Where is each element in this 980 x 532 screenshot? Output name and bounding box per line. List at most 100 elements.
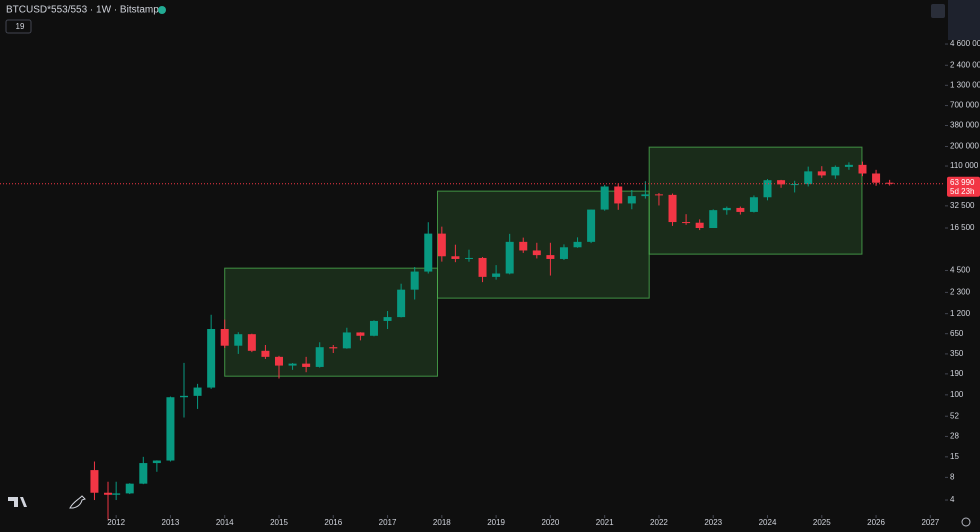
y-tick-label: 4: [950, 495, 955, 504]
y-tick-label: 200 000: [950, 142, 979, 151]
candle-body: [247, 334, 256, 351]
candle-body: [695, 222, 704, 229]
candle-body: [302, 363, 311, 367]
candle-body: [654, 194, 663, 196]
y-tick-label: 8: [950, 472, 955, 481]
y-tick-label: 380 000: [950, 121, 979, 130]
candle-body: [112, 493, 121, 495]
y-tick-label: 28: [950, 432, 959, 441]
x-tick-label: 2020: [541, 518, 559, 527]
last-price-tag: [947, 176, 980, 197]
candle-body: [464, 257, 473, 259]
candle-body: [315, 347, 324, 367]
candle-body: [844, 164, 853, 167]
candle-body: [369, 320, 378, 336]
y-tick-label: 2 300: [950, 288, 971, 297]
candle-body: [600, 186, 609, 210]
y-tick-label: 190: [950, 369, 964, 378]
candle-body: [274, 356, 283, 366]
candle-body: [356, 332, 365, 336]
status-dot: [158, 6, 166, 14]
candle-body: [397, 289, 406, 318]
x-tick-label: 2017: [379, 518, 397, 527]
candle-body: [532, 250, 541, 256]
countdown-label: 5d 23h: [950, 187, 974, 196]
logo: [8, 497, 27, 507]
candle-body: [587, 209, 596, 242]
chart-title: BTCUSD*553/553 · 1W · Bitstamp: [6, 5, 159, 16]
x-tick-label: 2026: [867, 518, 885, 527]
candle-body: [763, 180, 772, 198]
toolbar-button[interactable]: [931, 4, 945, 18]
candle-body: [193, 387, 202, 396]
candle-body: [152, 460, 161, 464]
candle-body: [342, 332, 351, 349]
y-tick-label: 700 000: [950, 101, 979, 110]
last-price-label: 63 990: [950, 178, 975, 187]
x-tick-label: 2018: [433, 518, 451, 527]
y-tick-label: 4 500: [950, 266, 971, 275]
candle-body: [139, 463, 148, 484]
x-tick-label: 2014: [216, 518, 234, 527]
x-tick-label: 2015: [270, 518, 288, 527]
x-tick-label: 2016: [324, 518, 342, 527]
x-tick-label: 2025: [813, 518, 831, 527]
candle-body: [722, 207, 731, 211]
candle-body: [261, 350, 270, 357]
indicator-count[interactable]: 19: [16, 22, 25, 31]
y-tick-label: 1 200: [950, 309, 971, 318]
y-tick-label: 52: [950, 411, 959, 420]
candle-body: [668, 194, 677, 223]
candle-body: [220, 329, 229, 346]
candle-body: [682, 222, 691, 224]
candle-body: [627, 196, 636, 204]
range-box: [224, 267, 438, 377]
y-tick-label: 350: [950, 349, 964, 358]
candle-body: [736, 207, 745, 212]
plot-area: [90, 146, 894, 520]
currency-panel[interactable]: [948, 0, 980, 40]
x-tick-label: 2019: [487, 518, 505, 527]
settings-icon[interactable]: [961, 517, 971, 527]
candle-body: [885, 182, 894, 184]
candle-body: [104, 492, 113, 495]
drawing-icon[interactable]: [69, 495, 86, 509]
candle-body: [207, 329, 216, 388]
candle-body: [641, 194, 650, 197]
candle-body: [777, 180, 786, 185]
y-tick-label: 15: [950, 452, 959, 461]
candle-body: [614, 186, 623, 204]
candle-body: [831, 166, 840, 176]
y-tick-label: 16 500: [950, 223, 975, 232]
candle-body: [492, 273, 501, 277]
candle-body: [519, 241, 528, 251]
candle-body: [166, 397, 175, 461]
candle-body: [383, 317, 392, 321]
x-tick-label: 2022: [650, 518, 668, 527]
y-tick-label: 1 300 000: [950, 80, 980, 89]
candle-body: [437, 233, 446, 257]
candle-body: [329, 347, 338, 349]
y-tick-label: 100: [950, 390, 964, 399]
x-tick-label: 2021: [596, 518, 614, 527]
indicator-toggle[interactable]: [5, 19, 32, 34]
x-tick-label: 2023: [704, 518, 722, 527]
candle-body: [125, 483, 134, 494]
candle-body: [709, 210, 718, 229]
candle-body: [90, 470, 99, 493]
candle-body: [872, 173, 881, 183]
candle-body: [790, 184, 799, 186]
y-tick-label: 4 600 000: [950, 39, 980, 48]
candle-body: [180, 395, 189, 398]
x-tick-label: 2027: [921, 518, 939, 527]
candle-body: [478, 257, 487, 277]
candle-body: [559, 247, 568, 259]
candle-body: [288, 363, 297, 366]
x-tick-label: 2012: [107, 518, 125, 527]
candle-body: [804, 171, 813, 185]
x-tick-label: 2024: [759, 518, 777, 527]
range-box: [436, 190, 650, 299]
candle-body: [234, 334, 243, 346]
